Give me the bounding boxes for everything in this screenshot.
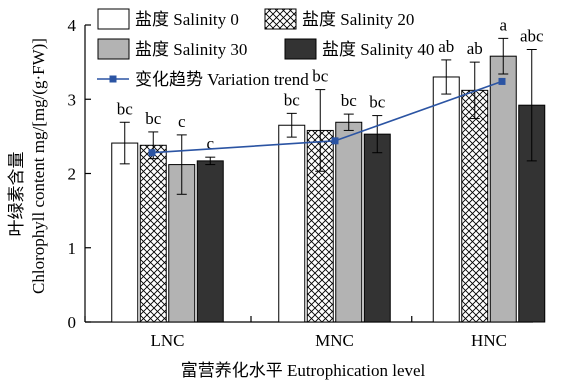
significance-letter: bc bbox=[145, 109, 162, 128]
y-axis-title: 叶绿素含量 Chlorophyll content mg/[mg/(g·FW)] bbox=[7, 38, 48, 294]
legend-label: 盐度 Salinity 0 bbox=[135, 10, 239, 29]
y-tick-label: 3 bbox=[68, 90, 77, 109]
significance-letter: ab bbox=[467, 39, 483, 58]
trend-marker bbox=[498, 77, 506, 85]
legend-trend-marker bbox=[109, 75, 117, 83]
bar bbox=[111, 142, 139, 323]
legend-label: 盐度 Salinity 30 bbox=[135, 40, 247, 59]
significance-letter: bc bbox=[312, 67, 329, 86]
significance-letter: bc bbox=[341, 91, 358, 110]
significance-letter: c bbox=[206, 134, 214, 153]
bar bbox=[432, 76, 460, 323]
significance-letter: bc bbox=[369, 93, 386, 112]
legend-label: 盐度 Salinity 20 bbox=[302, 10, 414, 29]
bar bbox=[489, 55, 517, 323]
y-tick-label: 2 bbox=[68, 165, 77, 184]
trend-marker bbox=[148, 149, 156, 157]
significance-letter: bc bbox=[284, 90, 301, 109]
y-axis-title-en: Chlorophyll content mg/[mg/(g·FW)] bbox=[29, 38, 48, 294]
y-axis-title-zh: 叶绿素含量 bbox=[7, 152, 26, 237]
y-tick-label: 1 bbox=[68, 239, 77, 258]
y-tick-label: 4 bbox=[68, 16, 77, 35]
x-axis-title: 富营养化水平 Eutrophication level bbox=[181, 361, 426, 380]
significance-letter: bc bbox=[117, 99, 134, 118]
significance-letter: abc bbox=[520, 27, 544, 46]
legend-swatch bbox=[284, 38, 317, 60]
x-tick-label: MNC bbox=[315, 331, 354, 350]
bar bbox=[278, 124, 306, 323]
legend-label: 盐度 Salinity 40 bbox=[322, 40, 434, 59]
significance-letter: ab bbox=[438, 37, 454, 56]
x-tick-label: HNC bbox=[471, 331, 507, 350]
bar bbox=[139, 144, 167, 323]
x-tick-label: LNC bbox=[151, 331, 185, 350]
legend: 盐度 Salinity 0 盐度 Salinity 20 盐度 Salinity 3… bbox=[97, 8, 434, 89]
legend-swatch bbox=[264, 8, 297, 30]
bar bbox=[461, 89, 489, 323]
legend-swatch bbox=[97, 8, 130, 30]
legend-swatch bbox=[97, 38, 130, 60]
trend-marker bbox=[331, 137, 339, 145]
significance-letter: c bbox=[178, 112, 186, 131]
legend-label: 变化趋势 Variation trend bbox=[135, 70, 309, 89]
y-tick-label: 0 bbox=[68, 313, 77, 332]
bar bbox=[196, 160, 224, 323]
bar bbox=[335, 121, 363, 323]
significance-letter: a bbox=[499, 15, 507, 34]
bar bbox=[363, 133, 391, 323]
